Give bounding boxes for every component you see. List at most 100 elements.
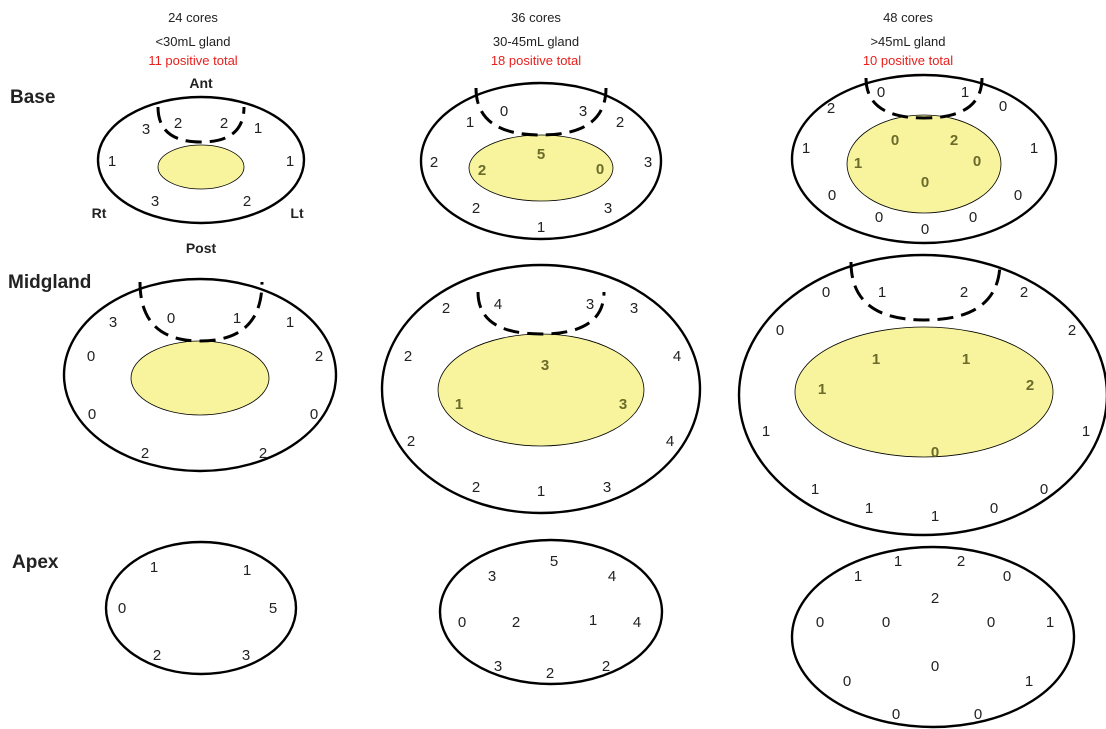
core-count: 1	[537, 219, 545, 236]
core-count: 0	[999, 98, 1007, 115]
outer-gland-outline	[438, 538, 664, 686]
inner-zone	[794, 326, 1054, 458]
core-count: 3	[109, 314, 117, 331]
core-count: 2	[243, 193, 251, 210]
inner-zone	[846, 114, 1002, 214]
core-count: 4	[666, 433, 674, 450]
gland-base-24-cores: 3 2 2 1 1 1 3 2	[96, 95, 306, 225]
inner-core-count: 1	[854, 155, 862, 172]
core-count: 3	[151, 193, 159, 210]
core-count: 0	[500, 103, 508, 120]
core-count: 1	[811, 481, 819, 498]
outer-gland-outline	[419, 81, 663, 241]
cores-label: 36 cores	[511, 10, 561, 25]
inner-core-count: 5	[537, 146, 545, 163]
positive-total-label: 10 positive total	[863, 53, 953, 68]
inner-zone	[468, 134, 614, 202]
core-count: 2	[259, 445, 267, 462]
core-count: 0	[167, 310, 175, 327]
core-count: 0	[87, 348, 95, 365]
inner-core-count: 0	[973, 153, 981, 170]
core-count: 0	[822, 284, 830, 301]
core-count: 1	[466, 114, 474, 131]
outer-gland-outline	[62, 277, 338, 473]
inner-core-count: 3	[541, 357, 549, 374]
cores-label: 48 cores	[883, 10, 933, 25]
core-count: 1	[762, 423, 770, 440]
core-count: 1	[233, 310, 241, 327]
inner-core-count: 2	[1026, 377, 1034, 394]
core-count: 2	[546, 665, 554, 682]
core-count: 1	[854, 568, 862, 585]
core-count: 0	[118, 600, 126, 617]
core-count: 1	[254, 120, 262, 137]
core-count: 1	[878, 284, 886, 301]
core-count: 1	[150, 559, 158, 576]
outer-gland-outline	[790, 73, 1058, 245]
inner-core-count: 0	[891, 132, 899, 149]
gland-base-48-cores: 2 0 1 0 1 1 0 0 0 0 0 0 2 1 0 0	[790, 73, 1058, 245]
core-count: 1	[1082, 423, 1090, 440]
core-count: 0	[875, 209, 883, 226]
orientation-anterior: Ant	[189, 75, 213, 91]
anterior-zone-dashed-outline	[849, 261, 1002, 322]
core-count: 2	[404, 348, 412, 365]
inner-core-count: 1	[962, 351, 970, 368]
core-count: 0	[892, 706, 900, 723]
orientation-left: Lt	[290, 205, 304, 221]
anterior-zone-dashed-outline	[138, 281, 264, 343]
core-count: 2	[512, 614, 520, 631]
core-count: 3	[644, 154, 652, 171]
core-count: 2	[1068, 322, 1076, 339]
core-count: 0	[1003, 568, 1011, 585]
core-count: 0	[88, 406, 96, 423]
core-count: 2	[602, 658, 610, 675]
core-count: 3	[630, 300, 638, 317]
core-count: 0	[816, 614, 824, 631]
core-count: 4	[633, 614, 641, 631]
core-count: 1	[894, 553, 902, 570]
anterior-zone-dashed-outline	[476, 291, 606, 336]
inner-core-count: 1	[872, 351, 880, 368]
core-count: 0	[458, 614, 466, 631]
core-count: 2	[960, 284, 968, 301]
core-count: 1	[1046, 614, 1054, 631]
core-count: 2	[430, 154, 438, 171]
core-count: 3	[494, 658, 502, 675]
core-count: 1	[537, 483, 545, 500]
inner-zone	[130, 340, 270, 416]
orientation-posterior: Post	[186, 240, 217, 256]
core-count: 3	[579, 103, 587, 120]
core-count: 0	[931, 658, 939, 675]
core-count: 2	[315, 348, 323, 365]
gland-apex-36-cores: 3 5 4 0 2 1 4 3 2 2	[438, 538, 664, 686]
inner-core-count: 0	[931, 444, 939, 461]
anterior-zone-dashed-outline	[864, 77, 984, 120]
core-count: 0	[843, 673, 851, 690]
core-count: 2	[472, 479, 480, 496]
column-header-36-cores: 36 cores 30-45mL gland 18 positive total	[491, 10, 581, 68]
inner-core-count: 3	[619, 396, 627, 413]
core-count: 3	[603, 479, 611, 496]
core-count: 0	[974, 706, 982, 723]
core-count: 3	[604, 200, 612, 217]
core-count: 3	[488, 568, 496, 585]
core-count: 2	[472, 200, 480, 217]
core-count: 4	[673, 348, 681, 365]
core-count: 1	[802, 140, 810, 157]
core-count: 1	[589, 612, 597, 629]
core-count: 2	[931, 590, 939, 607]
core-count: 1	[1030, 140, 1038, 157]
inner-core-count: 2	[950, 132, 958, 149]
core-count: 0	[969, 209, 977, 226]
core-count: 2	[174, 115, 182, 132]
column-header-48-cores: 48 cores >45mL gland 10 positive total	[863, 10, 953, 68]
core-count: 0	[987, 614, 995, 631]
core-count: 4	[494, 296, 502, 313]
orientation-right: Rt	[92, 205, 107, 221]
core-count: 0	[1014, 187, 1022, 204]
gland-size-label: >45mL gland	[870, 34, 945, 49]
core-count: 0	[776, 322, 784, 339]
inner-core-count: 0	[596, 161, 604, 178]
